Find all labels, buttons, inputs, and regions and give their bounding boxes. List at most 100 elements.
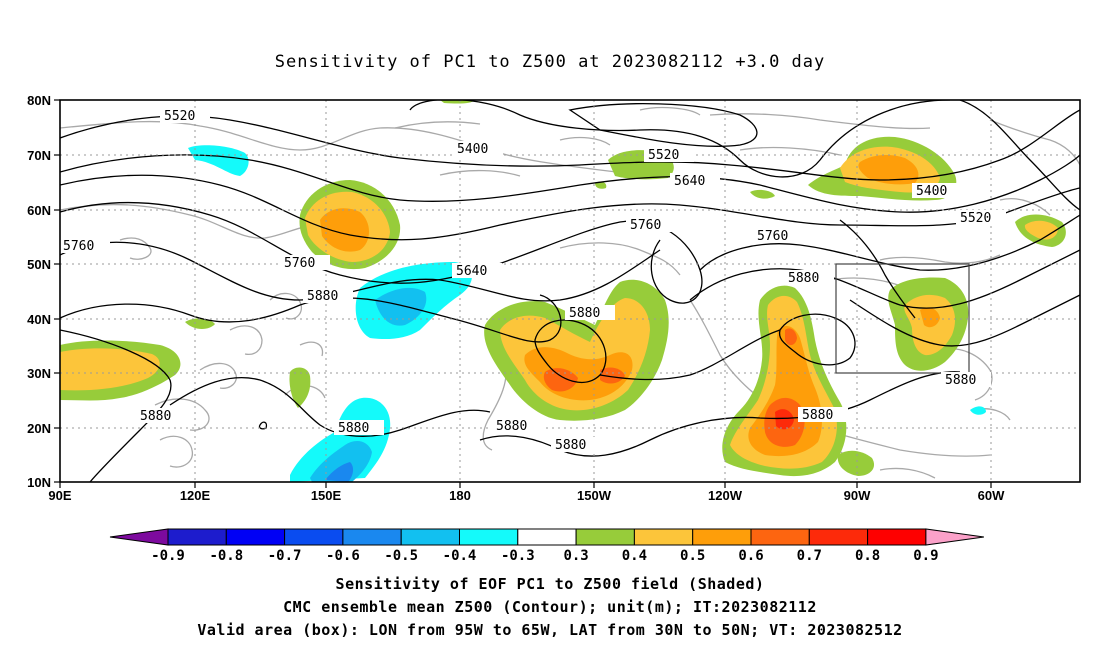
lon-tick-label: 90E [48,488,71,503]
svg-text:5520: 5520 [164,109,195,124]
svg-text:5880: 5880 [496,419,527,434]
colorbar-swatch [225,528,286,546]
contour-label: 5760 [280,255,330,271]
svg-text:5400: 5400 [916,184,947,199]
colorbar-label: -0.9 [151,548,185,564]
colorbar-end-triangle [109,528,169,546]
lon-tick-label: 60W [978,488,1005,503]
contour-label: 5520 [956,210,1006,226]
contour-label: 5760 [60,238,110,254]
lat-tick-label: 80N [27,93,51,108]
colorbar-swatch [459,528,519,546]
svg-text:5760: 5760 [630,218,661,233]
colorbar-label: 0.5 [680,548,705,564]
contour-label: 5400 [912,183,962,199]
contour-labels: 5520 5400 5520 5640 5400 5520 5760 5760 … [60,108,1006,453]
svg-text:5520: 5520 [960,211,991,226]
colorbar-end-triangle [925,528,984,546]
colorbar-label: 0.3 [563,548,588,564]
colorbar-swatch [867,528,927,546]
colorbar-swatch [284,528,344,546]
contour-label: 5760 [626,217,676,233]
lon-tick-label: 90W [844,488,871,503]
shaded-sensitivity [60,100,1066,482]
latitude-labels: 80N 70N 60N 50N 40N 30N 20N 10N [27,93,51,490]
contour-label: 5640 [452,263,502,279]
gridlines [60,100,1080,482]
colorbar-swatch [750,528,810,546]
longitude-labels: 90E 120E 150E 180 150W 120W 90W 60W [48,488,1005,503]
contour-label: 5880 [798,407,848,423]
svg-text:5760: 5760 [757,229,788,244]
lat-tick-label: 10N [27,475,51,490]
lat-tick-label: 60N [27,203,51,218]
colorbar-swatch [342,528,402,546]
colorbar-swatch [517,528,577,546]
contour-label: 5880 [492,418,542,434]
colorbar-swatch [575,528,635,546]
contour-label: 5880 [334,420,384,436]
colorbar-label: 0.9 [913,548,938,564]
contour-label: 5880 [551,437,601,453]
colorbar-label: -0.8 [209,548,243,564]
z500-contours [60,100,1080,482]
svg-text:5880: 5880 [788,271,819,286]
contour-label: 5880 [941,372,991,388]
svg-text:5640: 5640 [674,174,705,189]
svg-text:5880: 5880 [802,408,833,423]
contour-label: 5640 [670,173,720,189]
map-frame [59,99,1081,483]
lon-tick-label: 120W [708,488,743,503]
contour-label: 5520 [644,147,694,163]
svg-text:5640: 5640 [456,264,487,279]
lon-tick-label: 150E [311,488,342,503]
colorbar-label: -0.7 [268,548,302,564]
colorbar-label: -0.3 [501,548,535,564]
svg-text:5880: 5880 [555,438,586,453]
lon-tick-label: 180 [449,488,471,503]
contour-label: 5520 [160,108,210,124]
svg-text:5400: 5400 [457,142,488,157]
contour-label: 5880 [303,288,353,304]
lat-tick-label: 40N [27,312,51,327]
lat-tick-label: 30N [27,366,51,381]
colorbar-label: 0.4 [622,548,647,564]
colorbar-swatch [808,528,869,546]
colorbar-label: 0.7 [797,548,822,564]
colorbar-label: -0.4 [443,548,477,564]
contour-label: 5880 [136,408,186,424]
contour-label: 5760 [753,228,803,244]
colorbar-label: 0.6 [738,548,763,564]
svg-text:5760: 5760 [63,239,94,254]
svg-text:5880: 5880 [945,373,976,388]
colorbar-label: -0.6 [326,548,360,564]
contour-label: 5400 [453,141,503,157]
footer-line-3: Valid area (box): LON from 95W to 65W, L… [197,621,903,639]
lat-tick-label: 50N [27,257,51,272]
svg-text:5760: 5760 [284,256,315,271]
colorbar-swatch [167,528,227,546]
contour-label: 5880 [784,270,834,286]
lon-tick-label: 120E [180,488,211,503]
contour-label: 5880 [565,305,615,321]
colorbar-swatch [400,528,461,546]
valid-area-box [835,263,970,374]
colorbar-label: -0.5 [384,548,418,564]
colorbar-label: 0.8 [855,548,880,564]
svg-text:5880: 5880 [140,409,171,424]
svg-text:5880: 5880 [338,421,369,436]
colorbar-swatch [633,528,694,546]
lat-tick-label: 70N [27,148,51,163]
map-title: Sensitivity of PC1 to Z500 at 2023082112… [274,52,826,72]
lat-tick-label: 20N [27,421,51,436]
axis-tick-marks [54,99,992,488]
svg-text:5880: 5880 [307,289,338,304]
lon-tick-label: 150W [577,488,612,503]
svg-text:5880: 5880 [569,306,600,321]
svg-text:5520: 5520 [648,148,679,163]
colorbar: -0.9 -0.8 -0.7 -0.6 -0.5 -0.4 -0.3 0.3 0.4 0.5 0.6… [109,528,984,564]
footer-line-2: CMC ensemble mean Z500 (Contour); unit(m… [283,598,817,616]
footer-line-1: Sensitivity of EOF PC1 to Z500 field (Sh… [335,575,765,593]
colorbar-swatch [692,528,752,546]
